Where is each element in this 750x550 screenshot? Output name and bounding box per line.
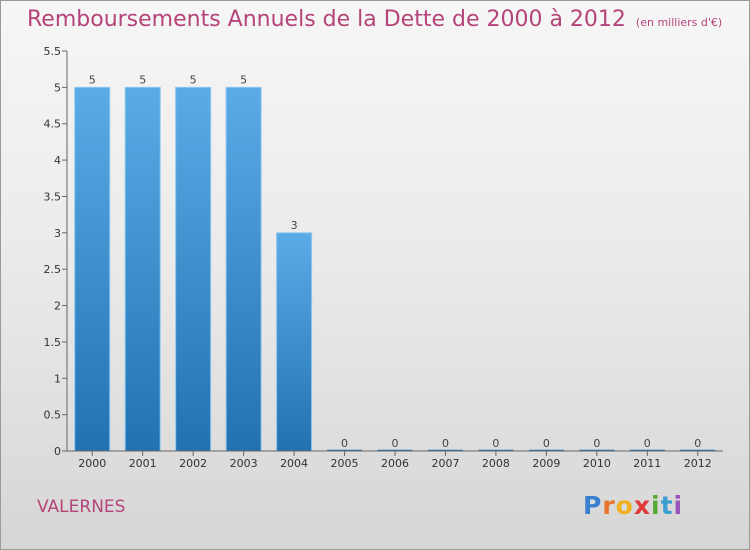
chart-title-text: Remboursements Annuels de la Dette de 20… xyxy=(27,7,626,32)
bar-2003 xyxy=(225,86,262,452)
y-tick-label: 4 xyxy=(54,154,61,167)
y-tick-label: 3 xyxy=(54,227,61,240)
value-label-2001: 5 xyxy=(139,73,146,86)
value-label-2009: 0 xyxy=(543,437,550,450)
y-tick-label: 5 xyxy=(54,81,61,94)
logo-letter: r xyxy=(602,491,616,520)
x-tick-label-2012: 2012 xyxy=(684,457,712,470)
bar-2000 xyxy=(74,86,111,452)
bar-2004 xyxy=(276,232,313,452)
y-tick-label: 1.5 xyxy=(44,336,62,349)
bars-group: 5 5 5 5 3 0 0 0 0 0 0 0 0 xyxy=(74,73,716,452)
logo-letter: x xyxy=(633,491,651,520)
bar-2002 xyxy=(175,86,212,452)
x-tick-label-2010: 2010 xyxy=(583,457,611,470)
x-tick-label-2008: 2008 xyxy=(482,457,510,470)
bar-2001 xyxy=(124,86,161,452)
chart-title: Remboursements Annuels de la Dette de 20… xyxy=(27,7,722,32)
x-tick-label-2002: 2002 xyxy=(179,457,207,470)
value-label-2006: 0 xyxy=(392,437,399,450)
axes-group: 0 0.5 1 1.5 2 2.5 3 3.5 4 4.5 5 5.5 2000 2001 2002 2003… xyxy=(44,45,723,470)
x-tick-label-2011: 2011 xyxy=(633,457,661,470)
x-tick-label-2009: 2009 xyxy=(532,457,560,470)
proxiti-logo: Proxiti xyxy=(583,491,683,520)
y-tick-label: 1 xyxy=(54,372,61,385)
chart-subtitle: (en milliers d'€) xyxy=(635,16,723,29)
x-tick-label-2006: 2006 xyxy=(381,457,409,470)
logo-letter: P xyxy=(583,491,603,520)
logo-letter: t xyxy=(660,491,674,520)
value-label-2000: 5 xyxy=(89,73,96,86)
x-tick-label-2000: 2000 xyxy=(78,457,106,470)
value-label-2003: 5 xyxy=(240,73,247,86)
y-tick-label: 4.5 xyxy=(44,118,62,131)
logo-letter: i xyxy=(651,491,661,520)
value-label-2012: 0 xyxy=(694,437,701,450)
value-label-2011: 0 xyxy=(644,437,651,450)
y-tick-label: 5.5 xyxy=(44,45,62,58)
y-tick-label: 2.5 xyxy=(44,263,62,276)
logo-letter: o xyxy=(615,491,634,520)
x-tick-label-2001: 2001 xyxy=(129,457,157,470)
value-label-2002: 5 xyxy=(190,73,197,86)
x-tick-label-2005: 2005 xyxy=(331,457,359,470)
x-tick-label-2007: 2007 xyxy=(431,457,459,470)
y-tick-label: 0.5 xyxy=(44,409,62,422)
value-label-2010: 0 xyxy=(593,437,600,450)
y-tick-label: 3.5 xyxy=(44,190,62,203)
commune-name: VALERNES xyxy=(37,497,126,517)
x-tick-label-2003: 2003 xyxy=(230,457,258,470)
y-tick-label: 2 xyxy=(54,300,61,313)
x-tick-label-2004: 2004 xyxy=(280,457,308,470)
value-label-2007: 0 xyxy=(442,437,449,450)
y-tick-label: 0 xyxy=(54,445,61,458)
value-label-2004: 3 xyxy=(291,219,298,232)
value-label-2008: 0 xyxy=(492,437,499,450)
value-label-2005: 0 xyxy=(341,437,348,450)
logo-letter: i xyxy=(673,491,684,520)
